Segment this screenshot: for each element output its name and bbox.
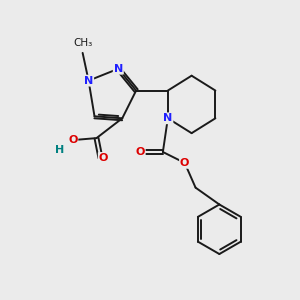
Text: O: O <box>135 147 145 157</box>
Text: O: O <box>180 158 189 168</box>
Text: N: N <box>163 113 172 123</box>
Text: CH₃: CH₃ <box>73 38 92 48</box>
Text: N: N <box>114 64 123 74</box>
Text: O: O <box>99 153 108 163</box>
Text: O: O <box>68 135 77 145</box>
Text: H: H <box>55 145 64 155</box>
Text: N: N <box>84 76 93 85</box>
